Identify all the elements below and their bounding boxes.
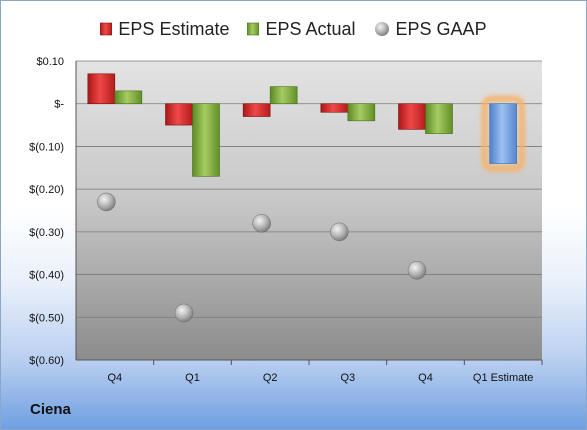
- bar-eps-estimate: [87, 73, 116, 105]
- bar-eps-estimate: [165, 103, 193, 126]
- x-tick-label: Q4: [418, 372, 433, 384]
- marker-eps-gaap: [252, 214, 271, 233]
- marker-eps-gaap: [174, 303, 194, 323]
- y-tick-label: $(0.60): [29, 355, 64, 367]
- y-tick-label: $0.10: [36, 56, 64, 68]
- y-tick-label: $-: [54, 99, 64, 111]
- bar-eps-actual: [425, 103, 453, 134]
- company-name: Ciena: [30, 401, 71, 418]
- bar-eps-estimate: [242, 103, 271, 117]
- marker-eps-gaap: [407, 261, 427, 280]
- marker-eps-gaap: [330, 222, 349, 242]
- bar-eps-estimate: [320, 103, 349, 113]
- legend-label-gaap: EPS GAAP: [395, 18, 487, 39]
- legend-item-estimate: EPS Estimate: [100, 19, 229, 40]
- y-tick-label: $(0.10): [29, 141, 64, 153]
- bar-estimate-upcoming: [489, 103, 517, 164]
- x-tick-label: Q1: [185, 372, 200, 384]
- gaap-swatch-icon: [374, 22, 389, 36]
- y-tick-label: $(0.20): [29, 184, 64, 196]
- y-tick-label: $(0.30): [29, 227, 64, 239]
- x-tick-label: Q3: [340, 372, 355, 384]
- bar-eps-actual: [347, 103, 376, 122]
- legend-label-estimate: EPS Estimate: [118, 18, 230, 39]
- x-tick-label: Q2: [263, 372, 278, 384]
- bar-eps-actual: [192, 103, 220, 177]
- bar-eps-actual: [269, 86, 298, 105]
- legend-item-gaap: EPS GAAP: [374, 19, 487, 40]
- legend-item-actual: EPS Actual: [247, 18, 356, 40]
- x-tick-label: Q4: [107, 372, 122, 384]
- chart-legend: EPS Estimate EPS Actual EPS GAAP: [0, 14, 587, 44]
- estimate-swatch-icon: [100, 22, 113, 36]
- y-tick-label: $(0.50): [29, 312, 64, 324]
- legend-label-actual: EPS Actual: [265, 18, 356, 39]
- bar-eps-estimate: [398, 103, 426, 130]
- actual-swatch-icon: [247, 22, 260, 36]
- bar-eps-actual: [114, 90, 143, 105]
- x-tick-label: Q1 Estimate: [473, 372, 534, 384]
- marker-eps-gaap: [97, 192, 116, 212]
- highlight-glow: [481, 95, 525, 172]
- y-tick-label: $(0.40): [29, 270, 64, 282]
- plot-area: [76, 61, 542, 360]
